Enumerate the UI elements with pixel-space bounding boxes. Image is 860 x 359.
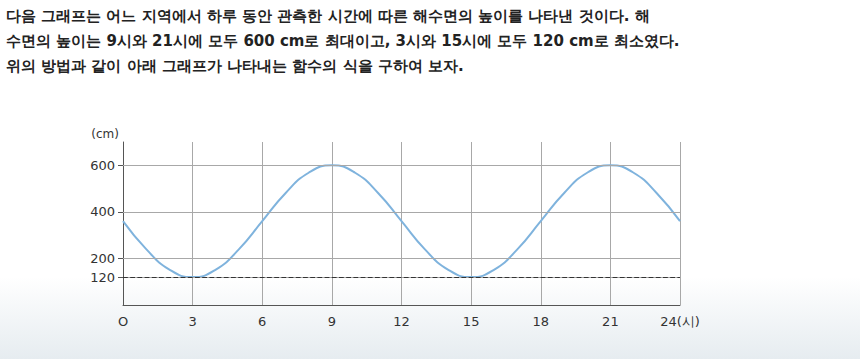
- svg-text:12: 12: [393, 314, 410, 329]
- svg-text:(cm): (cm): [91, 127, 119, 141]
- svg-text:3: 3: [188, 314, 196, 329]
- svg-text:15: 15: [463, 314, 480, 329]
- svg-text:400: 400: [90, 204, 115, 219]
- svg-text:600: 600: [90, 158, 115, 173]
- svg-text:21: 21: [602, 314, 619, 329]
- svg-text:O: O: [118, 314, 128, 329]
- svg-text:200: 200: [90, 251, 115, 266]
- svg-text:6: 6: [258, 314, 266, 329]
- svg-text:120: 120: [90, 270, 115, 285]
- html-text:수면의 높이는 9시와 21시에 모두 600 cm로 최대: 수면의 높이는 9시와 21시에 모두 600 cm로 최대이고, 3시와 15…: [6, 32, 680, 50]
- svg-text:24(시): 24(시): [660, 314, 700, 329]
- svg-text:18: 18: [532, 314, 549, 329]
- html-text:다음 그래프는 어느 지역에서 하루 동안 관측한 시간에: 다음 그래프는 어느 지역에서 하루 동안 관측한 시간에 따른 해수면의 높이…: [6, 7, 650, 25]
- svg-text:9: 9: [328, 314, 336, 329]
- html-text:위의 방법과 같이 아래 그래프가 나타내는 함수의 식을: 위의 방법과 같이 아래 그래프가 나타내는 함수의 식을 구하여 보자.: [6, 57, 464, 75]
